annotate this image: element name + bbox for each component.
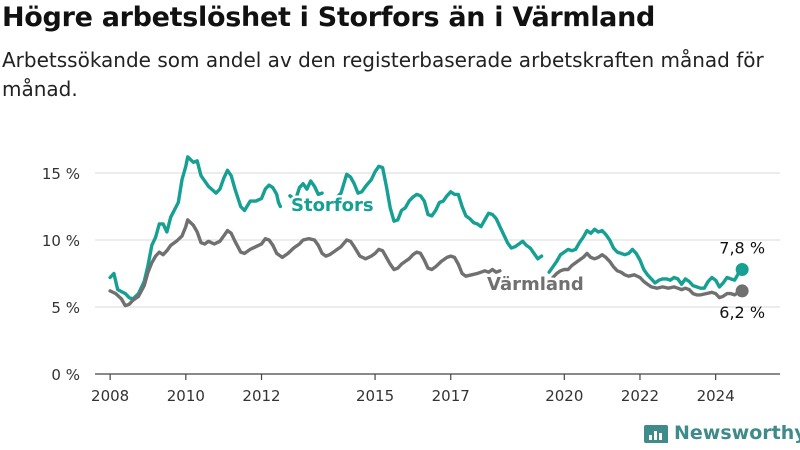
end-point-storfors xyxy=(735,262,749,276)
end-label-varmland: 6,2 % xyxy=(719,303,765,322)
x-tick-label: 2010 xyxy=(167,387,205,405)
y-tick-label: 15 % xyxy=(42,165,80,183)
series-label-storfors: Storfors xyxy=(291,195,374,216)
x-tick-label: 2017 xyxy=(432,387,470,405)
x-tick-label: 2022 xyxy=(621,387,659,405)
end-label-storfors: 7,8 % xyxy=(719,238,765,257)
series-line-värmland xyxy=(108,218,744,308)
end-point-värmland xyxy=(735,284,749,298)
y-tick-label: 10 % xyxy=(42,232,80,250)
newsworthy-brand[interactable]: Newsworthy xyxy=(644,419,800,447)
chart-subtitle: Arbetssökande som andel av den registerb… xyxy=(2,48,764,101)
chart-title: Högre arbetslöshet i Storfors än i Värml… xyxy=(2,2,656,33)
newsworthy-logo-icon xyxy=(644,425,668,443)
x-tick-label: 2015 xyxy=(356,387,394,405)
y-tick-label: 5 % xyxy=(51,299,80,317)
x-tick-label: 2008 xyxy=(91,387,129,405)
y-tick-label: 0 % xyxy=(51,366,80,384)
series-line-storfors xyxy=(108,155,744,301)
series-label-varmland: Värmland xyxy=(487,274,584,295)
x-tick-label: 2020 xyxy=(545,387,583,405)
x-tick-label: 2012 xyxy=(242,387,280,405)
x-tick-label: 2024 xyxy=(697,387,735,405)
brand-name: Newsworthy xyxy=(674,422,800,444)
